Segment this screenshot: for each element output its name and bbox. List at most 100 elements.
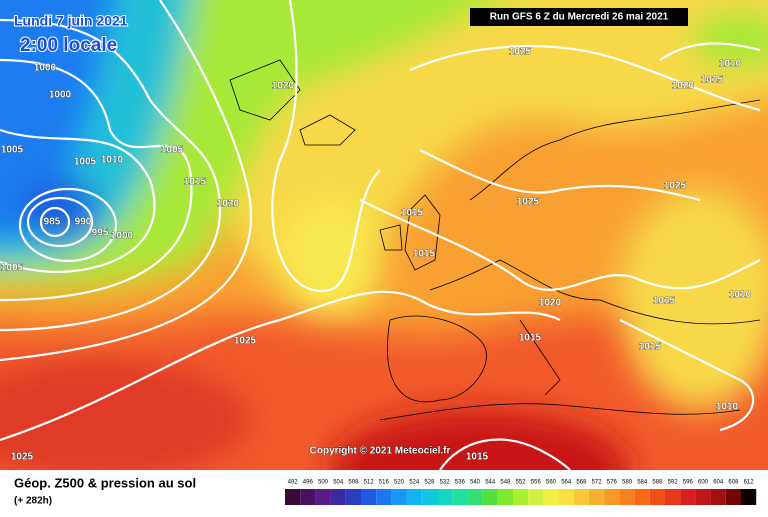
scale-swatch	[315, 489, 331, 505]
forecast-date: Lundi 7 juin 2021	[14, 13, 128, 29]
isobar-labels: 1000 1000 1005 1005 1010 1005 1015 1020 985 99099…	[1, 46, 752, 463]
scale-label: 556	[531, 480, 542, 486]
scale-swatch	[513, 489, 529, 505]
scale-swatch	[452, 489, 468, 505]
isobar	[271, 0, 381, 292]
scale-label: 584	[637, 480, 648, 486]
isobar	[0, 0, 253, 362]
coastline	[519, 319, 561, 396]
isobar-label: 1000	[111, 231, 134, 242]
scale-swatch	[634, 489, 650, 505]
scale-label: 592	[668, 480, 679, 486]
scale-label: 528	[424, 480, 435, 486]
isobar-label: 1015	[653, 296, 676, 307]
copyright: Copyright © 2021 Meteociel.fr	[310, 446, 451, 457]
isobar	[26, 196, 94, 248]
scale-swatch	[300, 489, 316, 505]
scale-label: 568	[576, 480, 587, 486]
scale-label: 520	[394, 480, 405, 486]
isobar-label: 1025	[664, 181, 687, 192]
scale-swatch	[376, 489, 392, 505]
field	[620, 190, 768, 410]
run-info: Run GFS 6 Z du Mercredi 26 mai 2021	[490, 12, 669, 23]
isobar-label: 1005	[1, 263, 24, 274]
isobar-label: 1015	[401, 208, 424, 219]
scale-swatch	[665, 489, 681, 505]
scale-label: 552	[516, 480, 527, 486]
isobar-label: 1025	[517, 197, 540, 208]
coastline	[379, 403, 741, 421]
scale-label: 492	[288, 480, 299, 486]
isobar-label: 1015	[413, 249, 436, 260]
isobar-label: 1015	[184, 177, 207, 188]
scale-label: 572	[592, 480, 603, 486]
isobar-label: 1000	[34, 63, 57, 74]
scale-label: 588	[652, 480, 663, 486]
scale-swatch	[573, 489, 589, 505]
scale-swatch	[437, 489, 453, 505]
scale-swatch	[391, 489, 407, 505]
scale-swatch	[558, 489, 574, 505]
scale-label: 500	[318, 480, 329, 486]
isobar-label: 1020	[272, 81, 295, 92]
forecast-time: 2:00 locale	[20, 35, 117, 56]
isobar-label: 1025	[234, 336, 257, 347]
isobar-label: 1005	[74, 157, 97, 168]
coastline	[469, 99, 761, 201]
scale-swatch	[482, 489, 498, 505]
scale-label: 576	[607, 480, 618, 486]
scale-swatch	[528, 489, 544, 505]
field	[330, 410, 630, 470]
scale-label: 604	[713, 480, 724, 486]
isobar	[409, 44, 761, 112]
isobar	[659, 42, 761, 61]
coastline	[229, 59, 301, 121]
scale-label: 536	[455, 480, 466, 486]
scale-label: 548	[500, 480, 511, 486]
scale-label: 608	[728, 480, 739, 486]
isobar	[619, 319, 755, 432]
scale-label: 596	[683, 480, 694, 486]
scale-swatch	[680, 489, 696, 505]
isobar	[0, 58, 193, 302]
isobar-label: 1020	[539, 298, 562, 309]
isobar-label: 1020	[672, 81, 695, 92]
scale-swatch	[589, 489, 605, 505]
scale-label: 600	[698, 480, 709, 486]
scale-label: 580	[622, 480, 633, 486]
scale-label: 544	[485, 480, 496, 486]
scale-label: 532	[440, 480, 451, 486]
isobar	[439, 438, 571, 470]
isobar-label: 1010	[716, 402, 739, 413]
isobar-label: 1015	[639, 342, 662, 353]
color-scale: 492 496 500 504 508 512 516 520 524 528 532 536 540 5…	[285, 480, 757, 505]
isobar	[0, 128, 156, 274]
scale-label: 512	[364, 480, 375, 486]
scale-swatch	[619, 489, 635, 505]
scale-swatch	[467, 489, 483, 505]
scale-label: 524	[409, 480, 420, 486]
scale-label: 540	[470, 480, 481, 486]
isobar-label: 1010	[729, 290, 752, 301]
coastline	[387, 315, 487, 403]
isobar-label: 1015	[519, 333, 542, 344]
coastlines	[229, 59, 761, 421]
isobars	[0, 0, 761, 470]
coastline	[404, 194, 441, 271]
scale-swatch	[695, 489, 711, 505]
scale-swatch	[741, 489, 757, 505]
scale-swatch	[330, 489, 346, 505]
field	[0, 0, 115, 243]
scale-label: 612	[744, 480, 755, 486]
isobar-label: 1005	[161, 145, 184, 156]
scale-swatch	[406, 489, 422, 505]
isobar-label: 1025	[11, 452, 34, 463]
footer-lead: (+ 282h)	[14, 496, 52, 507]
field	[0, 360, 250, 470]
isobar-label: 985	[44, 217, 61, 228]
isobar	[18, 187, 118, 263]
scale-swatch	[725, 489, 741, 505]
